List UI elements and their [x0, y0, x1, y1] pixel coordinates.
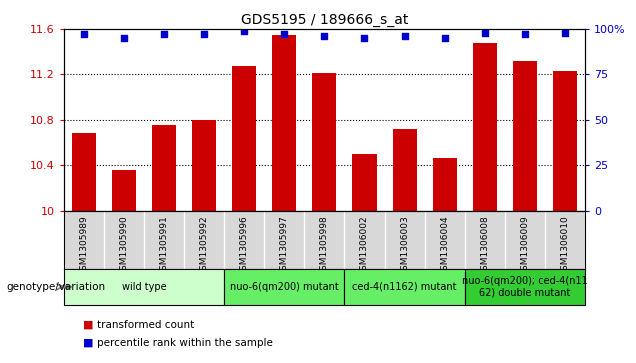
Text: GSM1305989: GSM1305989 — [79, 215, 88, 276]
Point — [439, 35, 450, 41]
Text: GSM1305997: GSM1305997 — [280, 215, 289, 276]
Text: wild type: wild type — [121, 282, 166, 292]
Bar — [513, 61, 537, 211]
Bar — [312, 73, 336, 211]
Bar — [272, 35, 296, 211]
Text: transformed count: transformed count — [97, 320, 194, 330]
Text: genotype/variation: genotype/variation — [6, 282, 106, 292]
Text: GSM1306003: GSM1306003 — [400, 215, 409, 276]
Text: GSM1305992: GSM1305992 — [200, 215, 209, 276]
Point — [520, 32, 530, 37]
Text: GSM1305990: GSM1305990 — [120, 215, 128, 276]
Text: GSM1306004: GSM1306004 — [440, 215, 449, 276]
Point — [480, 30, 490, 36]
Bar — [152, 126, 176, 211]
Bar — [553, 71, 577, 211]
Text: GSM1306002: GSM1306002 — [360, 215, 369, 276]
Bar — [192, 120, 216, 211]
Point — [239, 28, 249, 34]
Text: GSM1306008: GSM1306008 — [480, 215, 489, 276]
Point — [319, 33, 329, 39]
Text: GSM1305996: GSM1305996 — [240, 215, 249, 276]
Text: GSM1306009: GSM1306009 — [520, 215, 529, 276]
Bar — [432, 158, 457, 211]
Point — [560, 30, 570, 36]
Point — [159, 32, 169, 37]
Text: ced-4(n1162) mutant: ced-4(n1162) mutant — [352, 282, 457, 292]
Bar — [64, 269, 224, 305]
Text: nuo-6(qm200) mutant: nuo-6(qm200) mutant — [230, 282, 338, 292]
Bar — [465, 269, 585, 305]
Point — [399, 33, 410, 39]
Bar — [112, 170, 136, 211]
Bar — [345, 269, 465, 305]
Point — [199, 32, 209, 37]
Text: ■: ■ — [83, 338, 93, 348]
Text: GSM1306010: GSM1306010 — [560, 215, 570, 276]
Text: GSM1305991: GSM1305991 — [160, 215, 169, 276]
Bar — [352, 154, 377, 211]
Title: GDS5195 / 189666_s_at: GDS5195 / 189666_s_at — [240, 13, 408, 26]
Text: ■: ■ — [83, 320, 93, 330]
Point — [119, 35, 129, 41]
Bar — [72, 133, 95, 211]
Text: GSM1305998: GSM1305998 — [320, 215, 329, 276]
Bar — [473, 42, 497, 211]
Point — [359, 35, 370, 41]
Point — [279, 32, 289, 37]
Bar — [232, 66, 256, 211]
Text: percentile rank within the sample: percentile rank within the sample — [97, 338, 273, 348]
Text: nuo-6(qm200); ced-4(n11
62) double mutant: nuo-6(qm200); ced-4(n11 62) double mutan… — [462, 276, 588, 298]
Bar — [224, 269, 345, 305]
Bar — [392, 129, 417, 211]
Point — [79, 32, 89, 37]
